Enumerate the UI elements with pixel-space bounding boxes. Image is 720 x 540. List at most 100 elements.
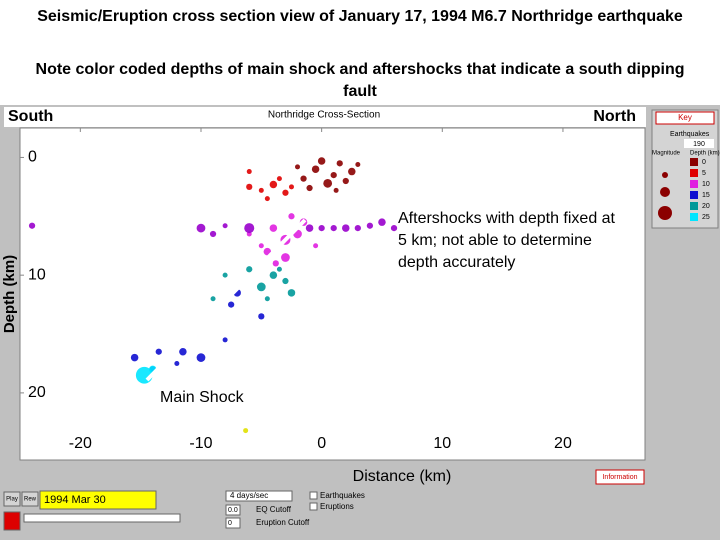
earthquakes-checkbox[interactable] (309, 491, 318, 500)
earthquake (246, 183, 253, 190)
information-button[interactable] (595, 469, 645, 485)
eq-cutoff: EQ Cutoff (256, 505, 292, 514)
x-tick-label: -20 (69, 435, 92, 452)
north-label: North (593, 108, 636, 125)
key-depth-label: 15 (702, 192, 710, 199)
earthquake (366, 222, 374, 229)
earthquake (282, 189, 289, 196)
eruptions-checkbox[interactable] (309, 502, 318, 511)
y-axis-label: Depth (km) (1, 255, 18, 333)
earthquake (228, 301, 235, 308)
key-depth-label: 10 (702, 181, 710, 188)
key-swatch (690, 191, 698, 199)
key-depth: Depth (km) (690, 151, 720, 157)
earthquake (222, 272, 228, 278)
key-mag-symbol (660, 187, 670, 197)
earthquake (330, 224, 337, 232)
earthquake (333, 187, 339, 193)
earthquake (222, 223, 228, 229)
main-shock-annotation: Main Shock (160, 389, 244, 406)
earthquake (317, 157, 326, 165)
earthquake (272, 260, 279, 267)
earthquake (313, 243, 319, 249)
earthquake (264, 196, 270, 202)
earthquake (246, 169, 252, 175)
speed-box[interactable] (225, 490, 293, 502)
stop-button[interactable] (3, 511, 21, 531)
earthquake (276, 176, 282, 182)
aftershock-annotation: Aftershocks with depth fixed at 5 km; no… (398, 208, 626, 274)
eruption-cutoff: Eruption Cutoff (256, 518, 310, 527)
key-depth-label: 0 (702, 159, 706, 166)
play-label: Play (6, 497, 18, 503)
earthquake (311, 165, 320, 173)
earthquake (210, 296, 216, 302)
eq-cutoff-box[interactable] (225, 504, 241, 516)
earthquake (269, 224, 278, 232)
speed: 4 days/sec (230, 491, 268, 500)
slide-subtitle: Note color coded depths of main shock an… (35, 61, 685, 100)
earthquake (281, 253, 290, 262)
earthquake (28, 222, 36, 229)
key-heading: Earthquakes (670, 131, 710, 138)
earthquake (348, 167, 356, 176)
earthquake (336, 160, 343, 167)
earthquake (222, 337, 228, 343)
earthquake (378, 218, 386, 226)
key-mag-symbol (662, 172, 668, 178)
key-depth-label: 20 (702, 203, 710, 210)
earthquake (318, 224, 325, 232)
earthquake (330, 171, 337, 179)
earthquake (288, 184, 294, 190)
earthquake (258, 187, 264, 193)
key-button[interactable] (655, 111, 715, 125)
key-count-box (684, 139, 714, 148)
earthquake (269, 271, 278, 279)
earthquake (342, 177, 349, 185)
earthquake (243, 428, 249, 434)
x-label-bg (300, 464, 500, 488)
key-title: Key (678, 113, 692, 122)
eruption-cutoff-box[interactable] (225, 517, 241, 529)
title-bar (4, 107, 646, 127)
earthquake (155, 348, 162, 355)
rew-button[interactable] (21, 491, 39, 507)
eruptions-option: Eruptions (320, 502, 354, 511)
earthquake (282, 277, 289, 285)
y-tick-label: 20 (28, 384, 46, 401)
earthquake (305, 224, 314, 232)
earthquake (174, 360, 180, 366)
earthquake (295, 164, 301, 170)
earthquake (355, 161, 361, 167)
earthquake (323, 178, 333, 188)
key-depth-label: 5 (702, 170, 706, 177)
eruption-cutoff-value: 0 (228, 520, 232, 527)
key-mag-symbol (658, 206, 672, 220)
earthquake (390, 224, 398, 232)
south-label: South (8, 108, 53, 125)
key-swatch (690, 213, 698, 221)
rew-label: Rew (24, 497, 37, 503)
key-depth-label: 25 (702, 214, 710, 221)
plot-area (19, 127, 646, 461)
y-tick-label: 10 (28, 266, 46, 283)
key-swatch (690, 202, 698, 210)
date: 1994 Mar 30 (44, 494, 106, 506)
earthquake (179, 347, 187, 356)
play-button[interactable] (3, 491, 21, 507)
earthquake (256, 282, 266, 292)
x-tick-label: -10 (189, 435, 212, 452)
time-slider[interactable] (23, 513, 181, 523)
eq-cutoff-value: 0.0 (228, 507, 238, 514)
key-magnitude: Magnitude (652, 151, 681, 157)
earthquakes-option: Earthquakes (320, 491, 365, 500)
key-swatch (690, 169, 698, 177)
earthquake (300, 175, 307, 182)
earthquake (269, 180, 278, 189)
x-axis-label: Distance (km) (353, 468, 452, 485)
earthquake (264, 296, 270, 302)
date-box (39, 490, 157, 510)
earthquake (354, 224, 361, 232)
